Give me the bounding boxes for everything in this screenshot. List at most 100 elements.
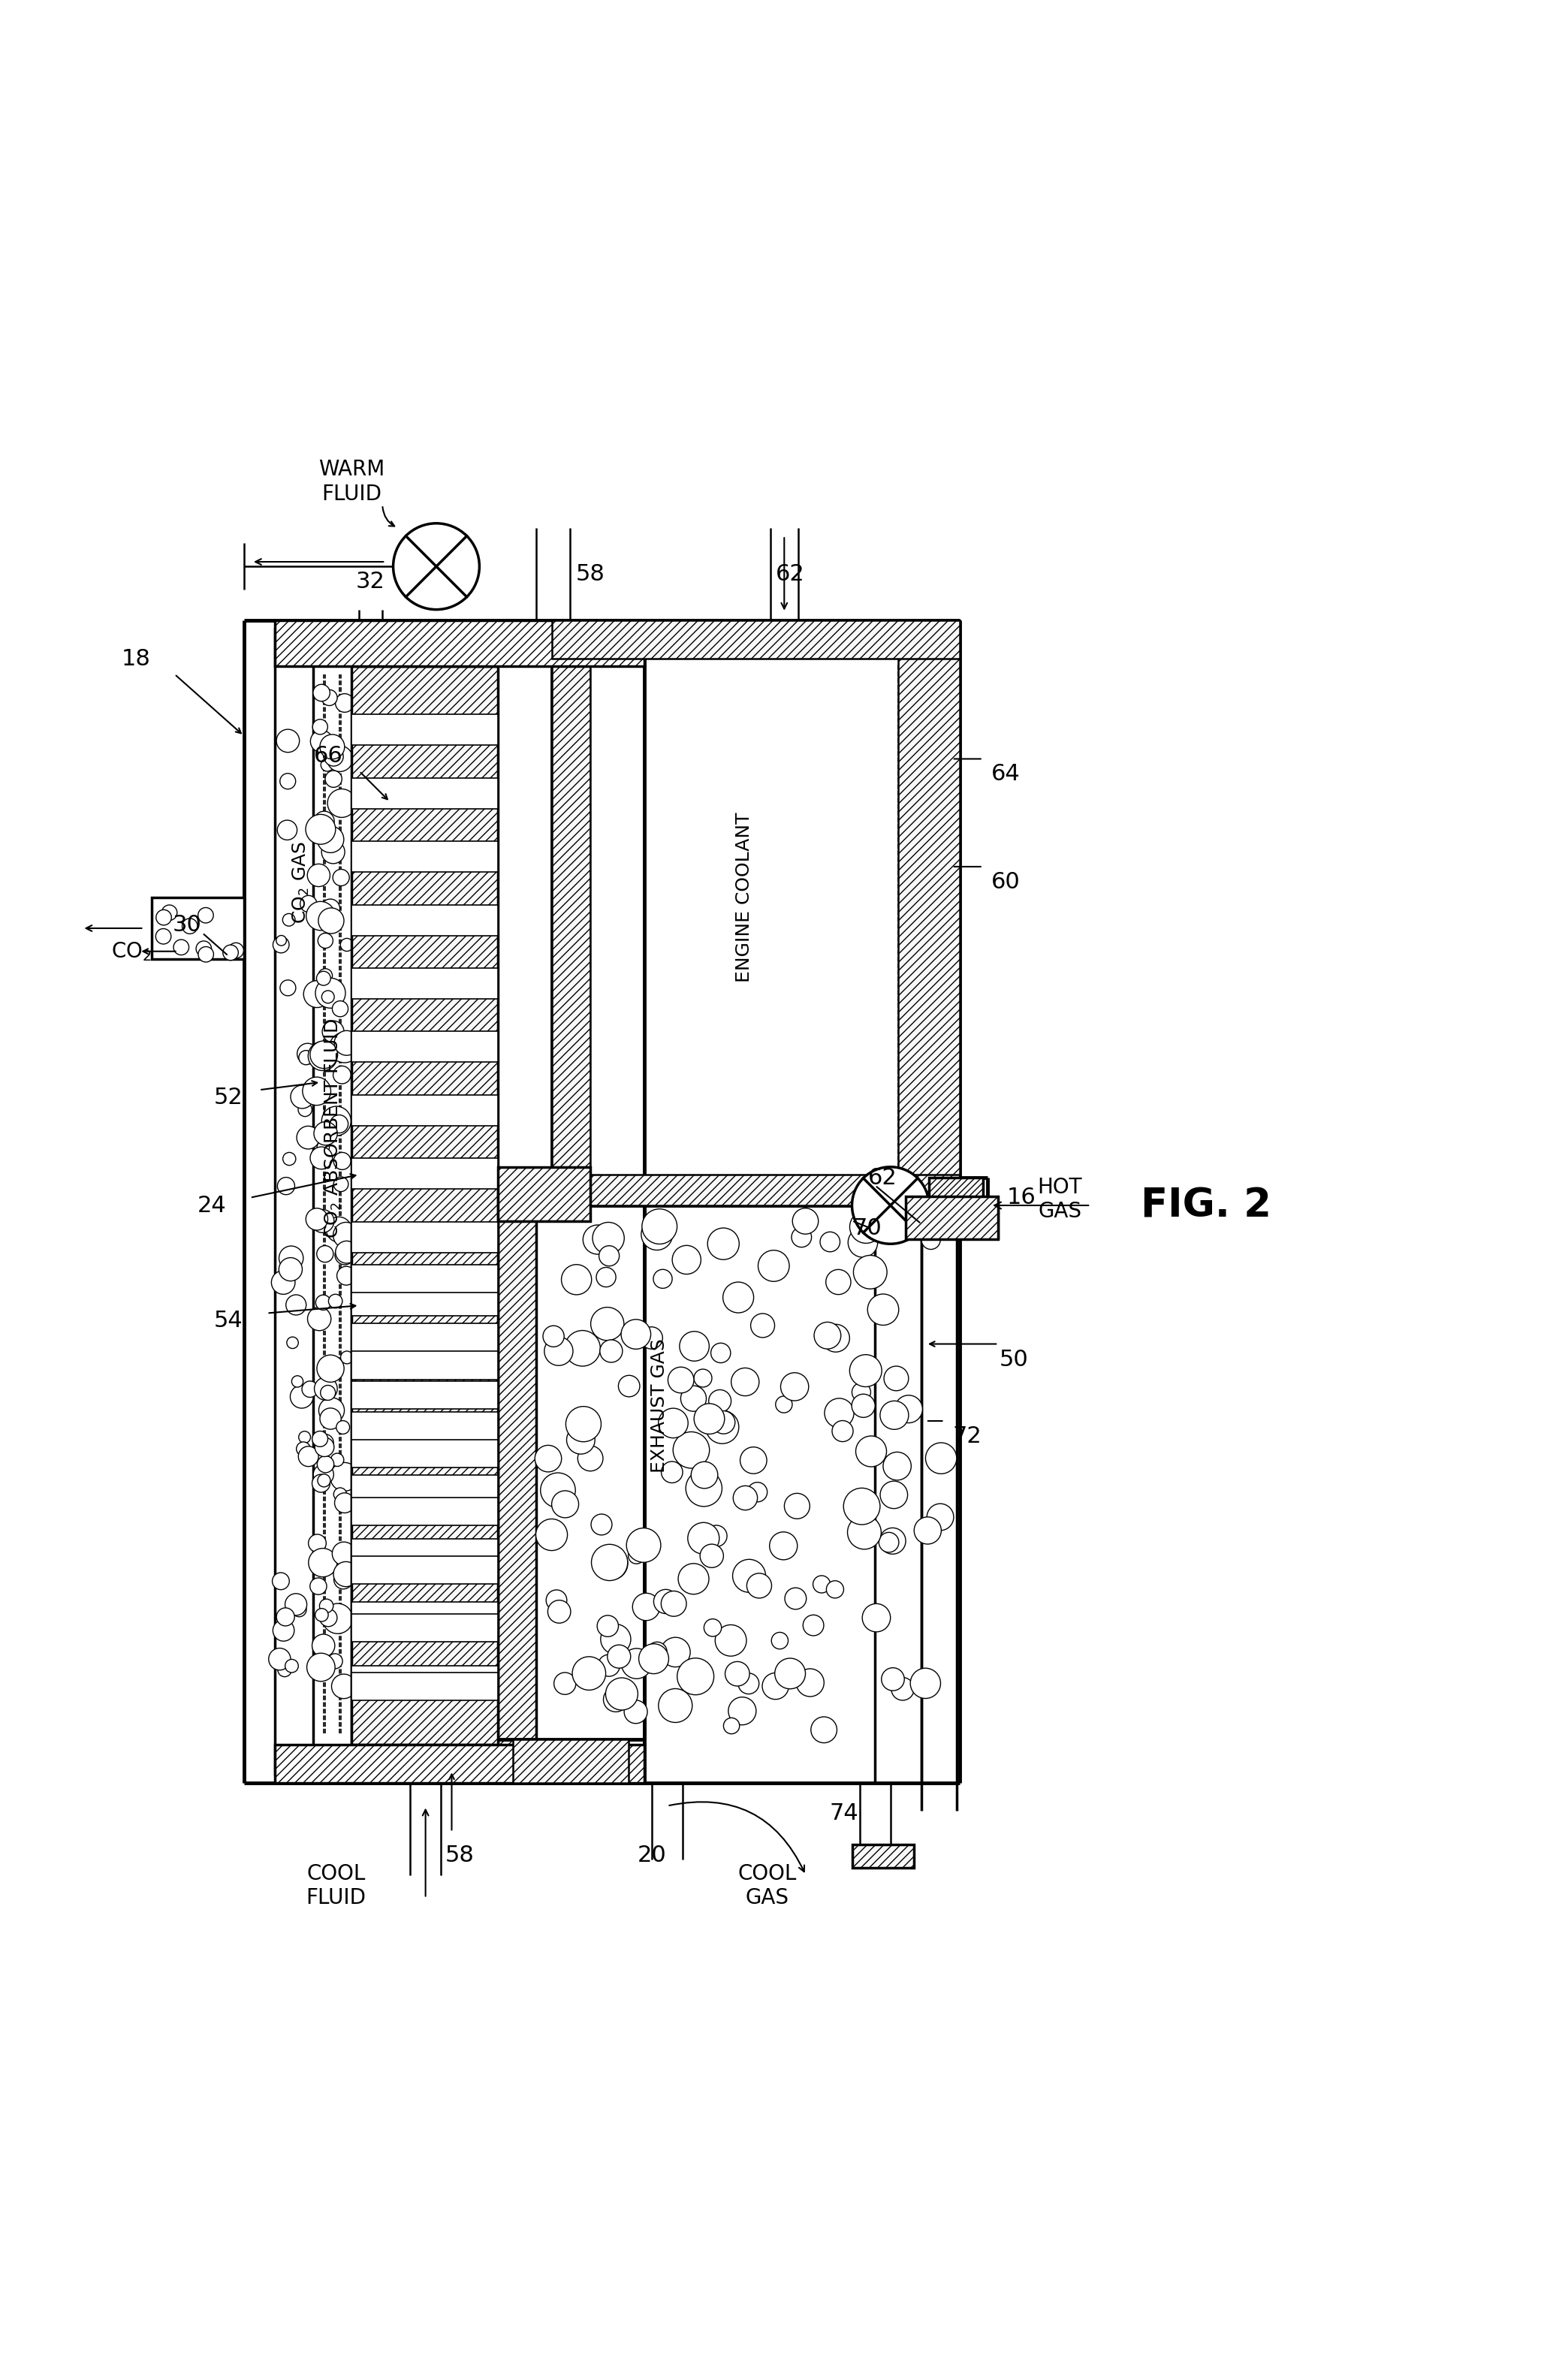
Text: 62: 62 [868, 1166, 897, 1188]
Circle shape [701, 1545, 724, 1568]
Circle shape [578, 1445, 603, 1471]
Circle shape [591, 1514, 612, 1535]
Circle shape [642, 1219, 673, 1250]
Circle shape [546, 1590, 567, 1611]
Circle shape [660, 1637, 690, 1666]
Circle shape [316, 971, 330, 985]
Circle shape [335, 693, 353, 712]
Circle shape [567, 1426, 595, 1454]
Circle shape [268, 1647, 290, 1671]
Circle shape [279, 1247, 304, 1271]
Circle shape [228, 942, 243, 959]
Circle shape [784, 1587, 806, 1609]
Circle shape [198, 907, 214, 923]
Bar [352, 1159, 498, 1190]
Bar [352, 714, 498, 745]
Circle shape [781, 1373, 809, 1402]
Circle shape [322, 1021, 344, 1042]
Circle shape [733, 1559, 766, 1592]
Circle shape [277, 1664, 291, 1678]
Circle shape [318, 907, 344, 933]
Circle shape [626, 1528, 660, 1561]
Circle shape [747, 1483, 767, 1502]
Circle shape [296, 1126, 319, 1150]
Circle shape [315, 1378, 338, 1399]
Text: 62: 62 [777, 564, 804, 585]
Bar [352, 1223, 498, 1745]
Circle shape [335, 1031, 360, 1054]
Circle shape [625, 1699, 648, 1723]
Circle shape [321, 1385, 335, 1399]
Circle shape [648, 1642, 666, 1661]
Text: HOT
GAS: HOT GAS [1037, 1176, 1082, 1221]
Circle shape [592, 1545, 628, 1580]
Circle shape [324, 747, 343, 766]
Circle shape [811, 1716, 837, 1742]
Circle shape [310, 731, 333, 752]
Circle shape [282, 1152, 296, 1166]
Circle shape [725, 1661, 750, 1685]
Circle shape [739, 1447, 767, 1473]
Circle shape [732, 1368, 760, 1395]
Circle shape [307, 864, 330, 888]
Text: CO$_2$ GAS: CO$_2$ GAS [291, 840, 310, 923]
Circle shape [832, 1421, 853, 1442]
Circle shape [273, 1573, 290, 1590]
Bar [352, 1540, 498, 1568]
Circle shape [910, 1668, 941, 1699]
Circle shape [677, 1659, 715, 1695]
Circle shape [564, 1330, 600, 1366]
Bar [552, 1176, 959, 1204]
Text: 72: 72 [953, 1426, 983, 1447]
Circle shape [680, 1385, 707, 1411]
Circle shape [862, 1604, 890, 1633]
Circle shape [542, 1326, 564, 1347]
Circle shape [704, 1618, 721, 1637]
Circle shape [321, 690, 338, 704]
Circle shape [738, 1673, 760, 1695]
Circle shape [552, 1490, 578, 1518]
Bar [352, 1380, 498, 1409]
Circle shape [329, 1033, 360, 1064]
Circle shape [318, 933, 333, 947]
Circle shape [694, 1404, 724, 1435]
Circle shape [849, 1354, 882, 1388]
Circle shape [591, 1307, 625, 1340]
Circle shape [316, 1435, 333, 1452]
Circle shape [285, 1595, 307, 1616]
Bar [905, 1197, 998, 1240]
Circle shape [662, 1592, 687, 1616]
Circle shape [535, 1445, 561, 1471]
Bar [352, 1666, 498, 1697]
Text: 54: 54 [214, 1309, 243, 1333]
Circle shape [307, 902, 335, 931]
Bar [852, 1844, 913, 1868]
Bar [498, 1204, 536, 1771]
Text: 64: 64 [992, 764, 1020, 785]
Circle shape [894, 1395, 922, 1423]
Circle shape [553, 1673, 577, 1695]
Circle shape [852, 1166, 928, 1245]
Circle shape [281, 981, 296, 995]
Circle shape [327, 788, 356, 816]
Circle shape [597, 1266, 615, 1288]
Circle shape [313, 1464, 333, 1485]
Circle shape [298, 1447, 318, 1466]
Circle shape [784, 1492, 809, 1518]
Circle shape [174, 940, 189, 954]
Circle shape [335, 1492, 355, 1514]
Circle shape [341, 1352, 353, 1364]
Circle shape [313, 685, 330, 702]
Circle shape [321, 900, 339, 919]
Bar [352, 1614, 498, 1642]
Circle shape [291, 1257, 301, 1266]
Circle shape [772, 1633, 787, 1649]
Circle shape [711, 1342, 730, 1364]
Text: 74: 74 [829, 1802, 859, 1825]
Circle shape [750, 1314, 775, 1338]
Circle shape [600, 1340, 623, 1361]
Circle shape [312, 1430, 327, 1447]
Circle shape [312, 1635, 335, 1656]
Circle shape [333, 1176, 349, 1192]
Text: 70: 70 [852, 1219, 882, 1240]
